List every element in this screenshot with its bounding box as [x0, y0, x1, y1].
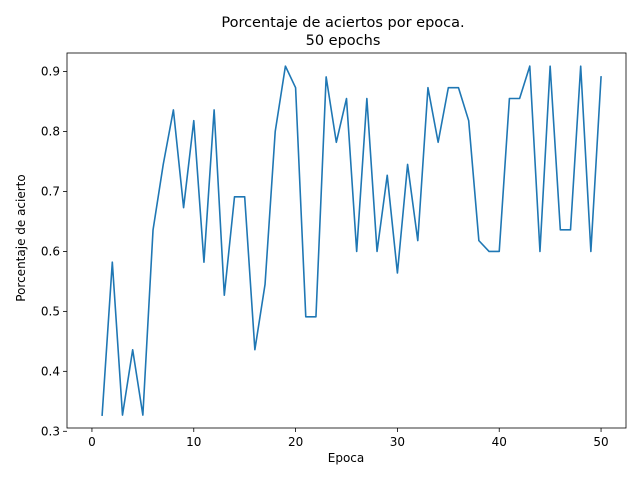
- x-tick-label: 50: [593, 435, 608, 449]
- y-tick-label: 0.9: [41, 65, 60, 79]
- y-tick-label: 0.7: [41, 184, 60, 198]
- x-tick-label: 0: [88, 435, 96, 449]
- chart-subtitle: 50 epochs: [306, 33, 381, 49]
- x-tick-label: 10: [186, 435, 201, 449]
- y-tick-label: 0.5: [41, 304, 60, 318]
- y-tick-label: 0.4: [41, 364, 60, 378]
- x-axis-label: Epoca: [328, 451, 365, 465]
- y-tick-label: 0.6: [41, 244, 60, 258]
- series-line: [101, 65, 602, 416]
- x-tick-label: 30: [390, 435, 405, 449]
- y-axis-label: Porcentaje de acierto: [14, 174, 28, 301]
- series-layer: [101, 65, 602, 416]
- x-tick-label: 40: [492, 435, 507, 449]
- y-tick-label: 0.8: [41, 124, 60, 138]
- x-tick-label: 20: [288, 435, 303, 449]
- chart-title: Porcentaje de aciertos por epoca.: [221, 15, 464, 31]
- y-tick-label: 0.3: [41, 424, 60, 438]
- ticks-layer: 0 10 20 30 40 50 0.3 0.4 0.5 0.6 0.7 0.8 0.9: [41, 65, 609, 449]
- plot-frame: [66, 52, 627, 429]
